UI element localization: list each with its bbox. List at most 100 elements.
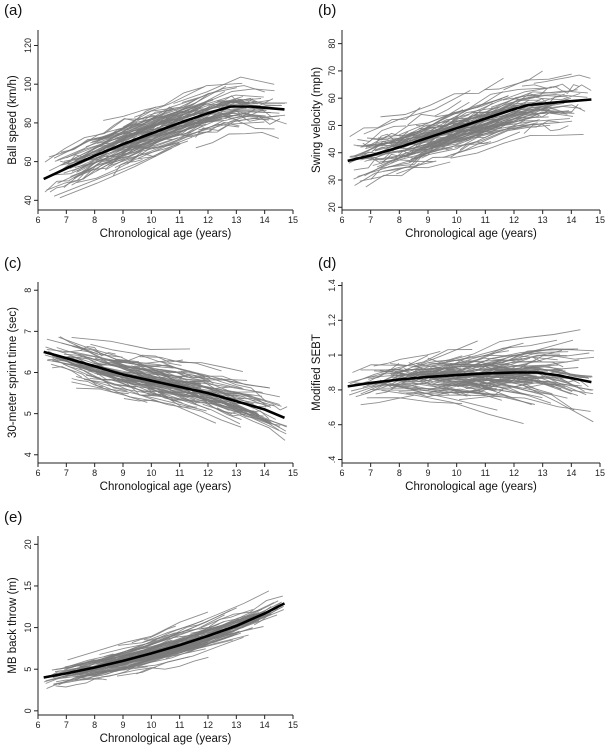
trajectory-line — [386, 120, 476, 153]
trajectory-line — [96, 372, 183, 396]
trajectory-line — [446, 329, 581, 362]
y-tick-label: 20 — [23, 539, 33, 549]
x-tick-label: 9 — [425, 468, 430, 478]
trajectory-line — [552, 83, 592, 92]
trajectory-line — [76, 387, 148, 403]
x-tick-label: 9 — [425, 215, 430, 225]
panel-label: (a) — [4, 2, 22, 19]
trajectory-line — [432, 378, 465, 388]
trajectory-line — [417, 359, 473, 367]
trajectory-line — [181, 85, 265, 103]
trajectory-line — [204, 385, 253, 396]
trajectory-line — [224, 116, 269, 121]
trajectory-line — [414, 369, 528, 396]
trajectory-line — [450, 133, 584, 159]
trajectory-line — [148, 110, 188, 131]
trajectory-line — [220, 377, 267, 403]
mean-growth-curve — [43, 602, 286, 679]
trajectory-line — [349, 107, 421, 137]
y-tick-label: 70 — [327, 66, 337, 76]
trajectory-line — [51, 668, 127, 681]
x-tick-label: 7 — [64, 720, 69, 730]
x-tick-label: 14 — [260, 720, 270, 730]
trajectory-line — [380, 77, 504, 118]
x-tick-label: 13 — [538, 468, 548, 478]
trajectory-line — [419, 119, 540, 157]
chart-panel-2: (b) 6 7 8 9 10 11 12 13 14 15 20 30 40 50 60 70 80 Chronol… — [311, 2, 605, 240]
trajectory-line — [502, 87, 548, 101]
y-tick-label: 80 — [327, 39, 337, 49]
trajectory-line — [86, 378, 217, 424]
trajectory-line — [533, 74, 591, 84]
y-tick-label: 5 — [23, 667, 33, 672]
x-tick-label: 10 — [146, 215, 156, 225]
trajectory-line — [44, 167, 93, 193]
trajectory-line — [436, 346, 511, 371]
y-tick-label: 100 — [23, 77, 33, 92]
x-tick-label: 6 — [35, 720, 40, 730]
trajectory-line — [46, 154, 140, 191]
trajectory-line — [108, 125, 204, 167]
x-tick-label: 11 — [481, 468, 490, 478]
trajectory-line — [440, 339, 574, 379]
x-tick-label: 13 — [231, 720, 241, 730]
x-tick-label: 7 — [368, 215, 373, 225]
trajectory-line — [191, 394, 245, 405]
trajectory-line — [193, 100, 255, 117]
trajectory-line — [138, 394, 197, 405]
x-tick-label: 7 — [368, 468, 373, 478]
trajectory-line — [93, 358, 222, 372]
trajectory-line — [458, 395, 591, 412]
trajectory-line — [62, 363, 164, 404]
trajectory-line — [460, 109, 573, 135]
trajectory-line — [383, 146, 449, 172]
trajectory-line — [488, 89, 578, 111]
trajectory-line — [142, 590, 270, 643]
trajectory-line — [55, 635, 178, 670]
trajectory-line — [485, 378, 594, 423]
trajectory-line — [428, 110, 550, 154]
trajectory-line — [71, 121, 194, 172]
trajectory-line — [370, 152, 426, 180]
x-tick-label: 15 — [595, 468, 605, 478]
y-tick-label: 40 — [23, 195, 33, 205]
trajectory-line — [144, 106, 187, 119]
trajectory-line — [180, 630, 231, 654]
y-tick-label: 1.2 — [327, 314, 337, 327]
mean-growth-curve — [43, 105, 285, 181]
trajectory-line — [137, 611, 271, 666]
trajectory-line — [179, 378, 277, 420]
trajectory-line — [76, 117, 206, 172]
y-tick-label: 0 — [23, 708, 33, 713]
trajectory-line — [105, 118, 223, 158]
x-tick-label: 12 — [203, 720, 213, 730]
x-tick-label: 10 — [146, 468, 156, 478]
x-tick-label: 10 — [452, 215, 462, 225]
trajectory-line — [443, 124, 551, 158]
trajectory-line — [503, 73, 572, 91]
trajectory-line — [442, 380, 491, 390]
x-tick-label: 13 — [538, 215, 548, 225]
trajectory-line — [59, 147, 173, 199]
trajectory-line — [74, 344, 200, 374]
trajectory-line — [54, 126, 149, 162]
x-tick-label: 14 — [260, 468, 270, 478]
trajectory-line — [225, 113, 274, 122]
y-axis-label: Swing velocity (mph) — [311, 67, 323, 173]
trajectory-line — [89, 638, 195, 665]
trajectory-line — [354, 160, 437, 186]
trajectory-line — [55, 671, 108, 683]
trajectory-line — [47, 350, 131, 382]
y-tick-label: 30 — [327, 175, 337, 185]
trajectory-line — [229, 115, 281, 125]
y-tick-label: 7 — [23, 329, 33, 334]
x-tick-label: 6 — [35, 468, 40, 478]
y-tick-label: 4 — [23, 452, 33, 457]
y-axis-label: Modified SEBT — [311, 334, 323, 411]
trajectory-line — [357, 125, 407, 142]
x-tick-label: 6 — [339, 215, 344, 225]
trajectory-line — [195, 131, 279, 149]
trajectory-line — [451, 380, 502, 389]
trajectory-line — [479, 107, 568, 129]
trajectory-line — [186, 385, 259, 415]
